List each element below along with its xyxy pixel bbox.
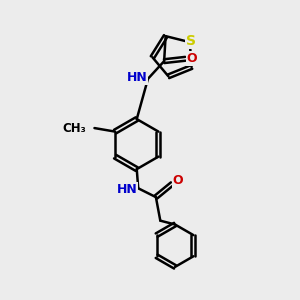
Text: O: O (173, 174, 183, 188)
Text: O: O (187, 52, 197, 65)
Text: HN: HN (126, 71, 147, 84)
Text: S: S (186, 34, 196, 48)
Text: CH₃: CH₃ (62, 122, 86, 135)
Text: HN: HN (117, 183, 137, 196)
